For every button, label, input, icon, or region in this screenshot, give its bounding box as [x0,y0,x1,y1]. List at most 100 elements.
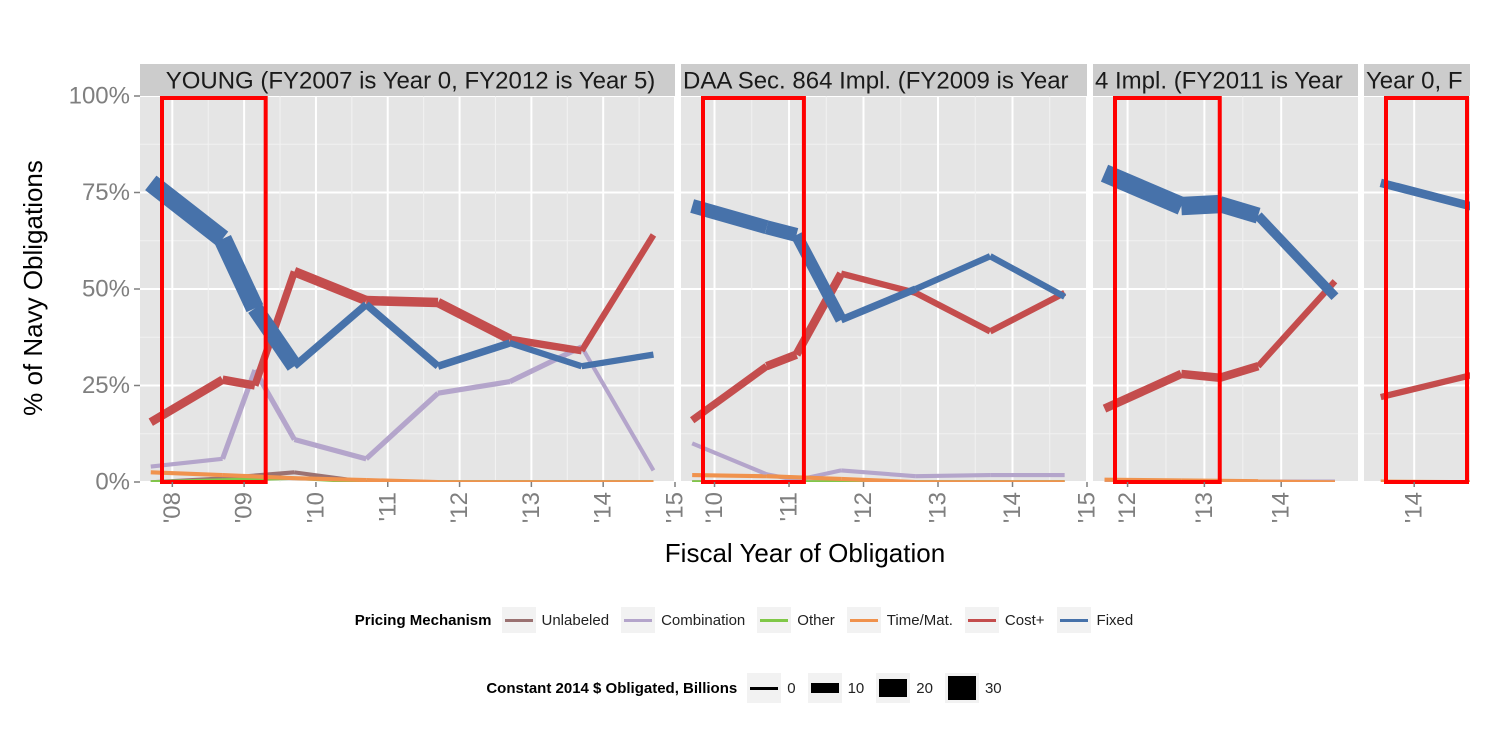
legend-label: Unlabeled [541,611,610,629]
size-legend-swatch [876,673,911,703]
line-segment-fixed [436,339,511,370]
panel-strip [140,64,675,96]
line-segment-time-mat [366,478,439,482]
legend-swatch [964,607,999,633]
legend-swatch [757,607,792,633]
line-segment-combination [364,391,440,461]
size-legend-label: 20 [916,679,933,697]
x-tick-label: '10 [701,492,728,523]
line-segment-combination [841,468,916,479]
y-tick-label: 0% [95,469,130,496]
highlight-rectangle [160,96,268,484]
line-segment-cost [221,375,256,390]
legend-label: Fixed [1096,611,1134,629]
x-tick-label: '09 [231,492,258,523]
color-legend: Pricing Mechanism Unlabeled Combination Ot… [0,606,1500,634]
line-segment-cost [509,335,583,355]
line-segment-time-mat [294,476,367,482]
x-tick-label: '12 [850,492,877,523]
legend-item-unlabeled: Unlabeled [501,607,614,633]
line-segment-fixed [508,340,583,370]
size-legend-item-20: 20 [876,673,937,703]
x-tick-label: '08 [159,492,186,523]
x-tick-label: '14 [999,492,1026,523]
line-segment-time-mat [841,476,916,482]
legend-item-other: Other [757,607,839,633]
y-tick-label: 75% [82,179,130,206]
y-axis-label: % of Navy Obligations [18,160,48,416]
line-segment-combination [508,344,583,384]
size-legend-keys: 0 10 20 30 [747,673,1013,703]
panel-1: YOUNG (FY2007 is Year 0, FY2012 is Year … [140,64,676,484]
line-segment-fixed [764,220,799,242]
panel-strip [1364,64,1470,96]
x-tick-label: '12 [446,492,473,523]
legend-label: Combination [661,611,746,629]
size-legend-item-30: 30 [944,673,1006,703]
series-fixed [1379,178,1470,211]
size-legend-item-0: 0 [747,673,799,703]
line-segment-cost [1379,372,1470,401]
legend-label: Cost+ [1004,611,1045,629]
size-legend-item-10: 10 [807,673,869,703]
series-fixed [1100,164,1339,301]
size-legend-swatch [747,673,782,703]
line-segment-fixed [1180,194,1221,216]
panel-strip [1093,64,1358,96]
line-segment-cost [765,350,799,371]
line-segment-fixed [914,253,992,292]
line-segment-cost [988,290,1067,335]
x-tick-label: '10 [302,492,329,523]
line-segment-cost [435,298,513,344]
line-segment-fixed [214,234,264,313]
line-segment-cost [292,267,369,306]
line-segment-cost [914,290,992,335]
legend-item-combination: Combination [621,607,749,633]
line-segment-combination [579,345,656,472]
size-legend-label: 0 [787,679,796,697]
panel-strip [681,64,1087,96]
x-tick-label: '13 [1191,492,1218,523]
legend-item-cost: Cost+ [964,607,1049,633]
legend-item-time-mat: Time/Mat. [846,607,957,633]
panel-2: DAA Sec. 864 Impl. (FY2009 is Year [681,64,1088,484]
line-segment-cost [366,295,439,308]
x-tick-label: '13 [925,492,952,523]
size-legend-swatch [807,673,842,703]
x-tick-label: '11 [374,492,401,522]
series-cost [1102,279,1338,413]
x-tick-label: '15 [1074,492,1101,523]
line-segment-cost [1218,362,1260,382]
line-segment-fixed [248,303,302,371]
line-segment-combination [437,379,511,396]
y-axis: 0% 25% 50% 75% 100% [69,83,140,496]
line-segment-time-mat [1258,479,1335,482]
panel-3: 4 Impl. (FY2011 is Year [1093,64,1358,484]
y-tick-label: 50% [82,276,130,303]
size-legend-label: 30 [984,679,1002,697]
x-tick-label: '13 [518,492,545,523]
legend-swatch [501,607,536,633]
chart-panels: YOUNG (FY2007 is Year 0, FY2012 is Year … [140,64,1470,523]
legend-swatch [846,607,881,633]
highlight-rectangle [1384,96,1469,484]
series-cost [1379,372,1470,401]
size-legend-label: 10 [847,679,865,697]
x-tick-label: '14 [1268,492,1295,523]
size-legend-swatch [944,673,979,703]
line-segment-combination [252,368,297,441]
y-tick-label: 25% [82,372,130,399]
x-tick-label: '14 [590,492,617,523]
panel-strip-label: Year 0, F [1366,68,1463,95]
line-segment-fixed [1100,164,1185,215]
panel-strip-label: DAA Sec. 864 Impl. (FY2009 is Year [683,68,1069,95]
highlight-rectangle [701,96,806,484]
panel-4: Year 0, F [1364,64,1470,484]
line-segment-cost [1180,369,1221,383]
line-segment-fixed [1254,212,1339,301]
size-legend: Constant 2014 $ Obligated, Billions 0 10 2… [0,672,1500,704]
color-legend-keys: Unlabeled Combination Other Time/Mat. Cost+ F… [501,607,1146,633]
line-segment-fixed [1217,196,1261,224]
color-legend-title: Pricing Mechanism [354,611,492,629]
